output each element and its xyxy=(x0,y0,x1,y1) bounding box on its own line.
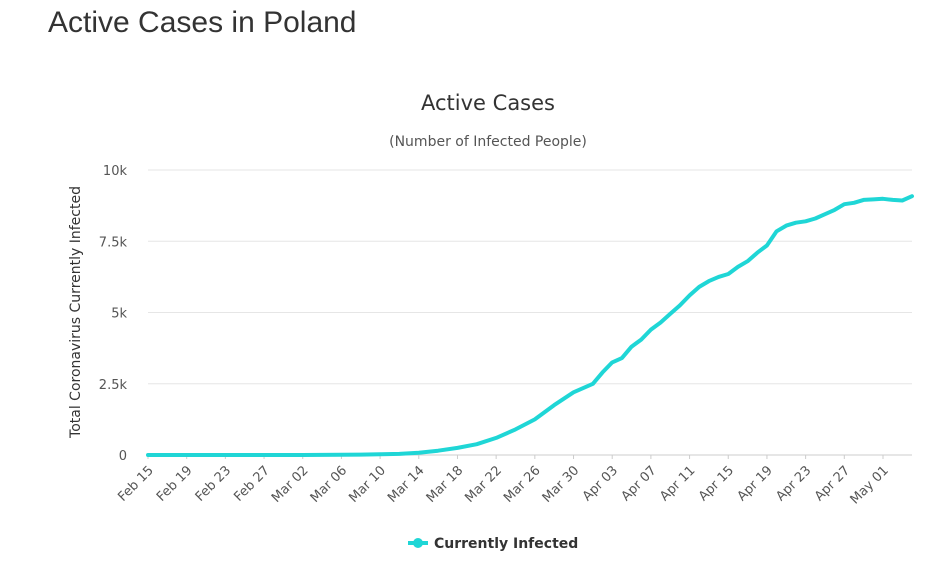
chart-title: Active Cases xyxy=(421,91,555,115)
y-axis-title: Total Coronavirus Currently Infected xyxy=(68,186,84,439)
x-tick-label: Mar 06 xyxy=(308,463,351,506)
x-tick-label: Mar 10 xyxy=(346,463,389,506)
x-tick-label: Apr 15 xyxy=(696,463,737,504)
x-tick-label: Mar 18 xyxy=(424,463,467,506)
x-tick-label: Apr 03 xyxy=(580,463,621,504)
legend-marker-dot xyxy=(413,538,423,548)
y-tick-label: 5k xyxy=(111,307,127,322)
x-tick-label: Mar 22 xyxy=(462,463,505,506)
x-tick-label: Feb 23 xyxy=(193,463,235,505)
x-tick-label: Mar 26 xyxy=(501,463,544,506)
x-tick-label: Apr 11 xyxy=(657,463,698,504)
x-tick-label: Mar 02 xyxy=(269,463,312,506)
y-tick-label: 7.5k xyxy=(99,235,128,250)
y-tick-label: 0 xyxy=(119,449,127,464)
x-tick-label: Apr 07 xyxy=(619,463,660,504)
x-tick-label: Mar 30 xyxy=(540,463,583,506)
y-tick-label: 2.5k xyxy=(99,378,128,393)
x-tick-label: Feb 19 xyxy=(154,463,196,505)
y-tick-label: 10k xyxy=(103,164,128,179)
x-tick-label: May 01 xyxy=(848,463,892,507)
x-tick-label: Feb 15 xyxy=(115,463,157,505)
x-tick-label: Apr 27 xyxy=(812,463,853,504)
grid xyxy=(148,169,912,456)
x-tick-label: Feb 27 xyxy=(231,463,273,505)
page-title: Active Cases in Poland xyxy=(48,6,357,39)
series-line-currently-infected xyxy=(146,194,914,457)
x-tick-label: Mar 14 xyxy=(385,463,428,506)
chart-subtitle: (Number of Infected People) xyxy=(389,134,587,150)
legend-label: Currently Infected xyxy=(434,536,578,552)
x-tick-label: Apr 19 xyxy=(735,463,776,504)
x-tick-label: Apr 23 xyxy=(773,463,814,504)
y-axis-ticks: 0 2.5k 5k 7.5k 10k xyxy=(99,164,128,464)
legend[interactable]: Currently Infected xyxy=(408,536,578,552)
